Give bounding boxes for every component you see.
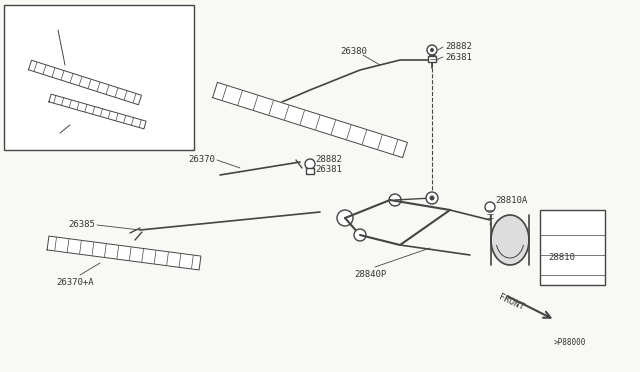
Text: 26373P (ASSIST): 26373P (ASSIST) — [20, 128, 95, 137]
Bar — [306, 168, 314, 174]
Circle shape — [429, 196, 435, 201]
Polygon shape — [212, 82, 408, 158]
Bar — [428, 56, 436, 62]
Circle shape — [389, 194, 401, 206]
Circle shape — [426, 192, 438, 204]
Circle shape — [430, 48, 434, 52]
Text: 26385: 26385 — [68, 220, 95, 229]
Ellipse shape — [491, 215, 529, 265]
Text: 28882: 28882 — [315, 155, 342, 164]
Text: 26370: 26370 — [188, 155, 215, 164]
Text: 28810A: 28810A — [495, 196, 527, 205]
Circle shape — [427, 45, 437, 55]
Text: >P88000: >P88000 — [554, 338, 586, 347]
Polygon shape — [49, 94, 146, 129]
Text: 26370+A: 26370+A — [56, 278, 94, 287]
Circle shape — [305, 159, 315, 169]
Polygon shape — [47, 236, 201, 270]
Text: 26373M(DRIVER): 26373M(DRIVER) — [30, 28, 100, 37]
Text: 28840P: 28840P — [354, 270, 386, 279]
Text: 28882: 28882 — [445, 42, 472, 51]
Text: <REFILLS - WIPER BLADE>: <REFILLS - WIPER BLADE> — [8, 13, 123, 22]
Text: 28810: 28810 — [548, 253, 575, 262]
Text: 26380: 26380 — [340, 47, 367, 56]
Circle shape — [337, 210, 353, 226]
Text: 26381: 26381 — [315, 165, 342, 174]
Circle shape — [354, 229, 366, 241]
Bar — [4, 5, 194, 150]
Bar — [540, 210, 605, 285]
Text: 26381: 26381 — [445, 53, 472, 62]
Circle shape — [485, 202, 495, 212]
Polygon shape — [29, 60, 141, 105]
Text: FRONT: FRONT — [497, 293, 525, 312]
